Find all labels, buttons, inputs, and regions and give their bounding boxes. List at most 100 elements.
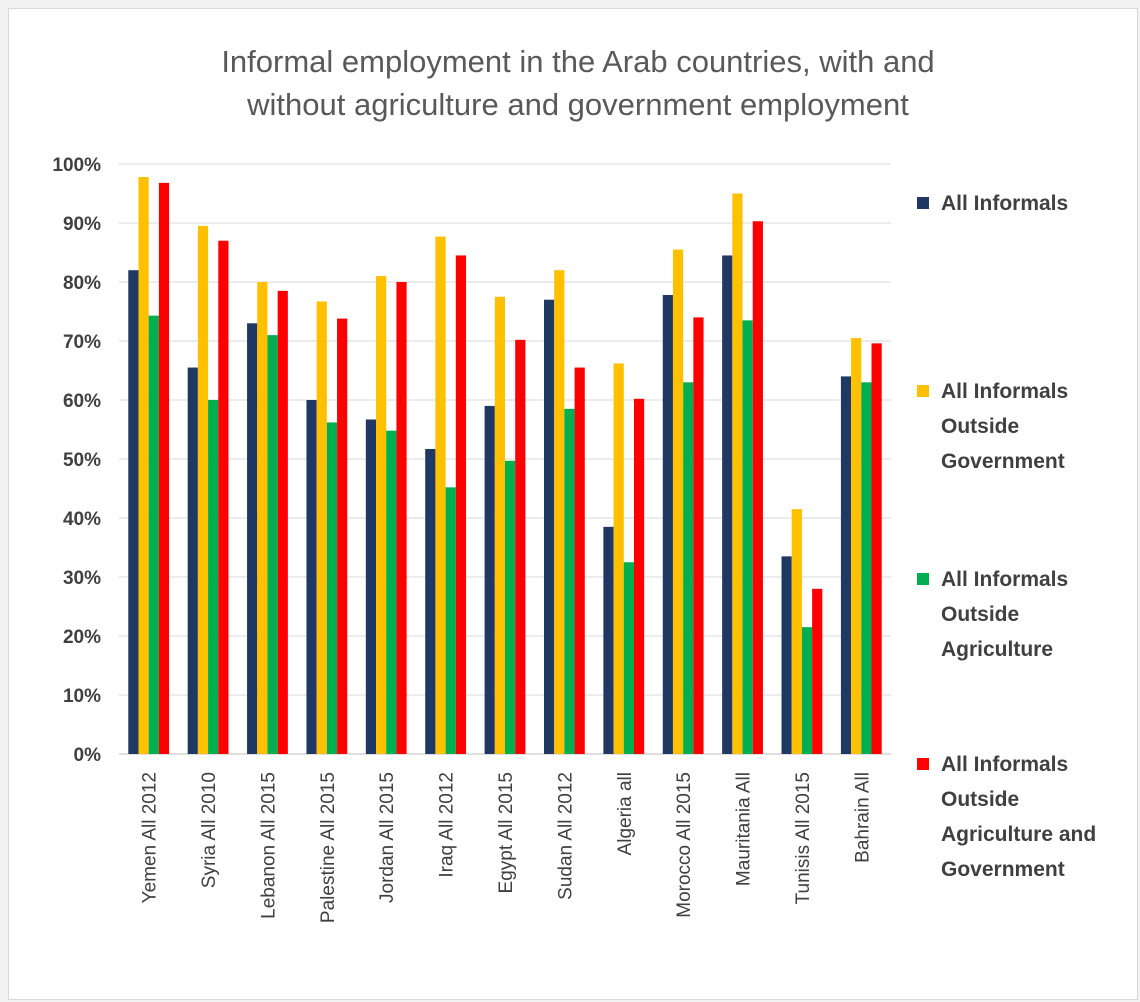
bar [603, 526, 614, 754]
x-tick-label: Tunisis All 2015 [793, 772, 814, 904]
bar [277, 290, 288, 754]
x-tick-label: Mauritania All [734, 772, 755, 886]
bar [752, 221, 763, 755]
legend-swatch [917, 197, 929, 209]
y-tick-label: 70% [63, 332, 101, 353]
x-tick-label: Algeria all [615, 772, 636, 855]
y-tick-label: 30% [63, 568, 101, 589]
x-tick-label: Jordan All 2015 [377, 772, 398, 903]
y-tick-label: 100% [52, 155, 101, 176]
bar [218, 240, 229, 754]
x-tick-label: Syria All 2010 [199, 772, 220, 888]
legend-label: Outside [941, 603, 1019, 626]
chart-frame: Informal employment in the Arab countrie… [8, 8, 1138, 1000]
bar [247, 323, 258, 754]
bar [554, 270, 565, 754]
bar [455, 255, 467, 754]
legend-label: Government [941, 450, 1065, 473]
bar [326, 422, 338, 754]
bar [840, 376, 852, 754]
legend-label: All Informals [941, 192, 1068, 215]
legend-label: Government [941, 858, 1065, 881]
bar [781, 556, 792, 754]
x-tick-label: Morocco All 2015 [674, 772, 695, 918]
bar [484, 405, 495, 754]
legend-item: All Informals Outside Government [917, 380, 1068, 473]
bar [376, 276, 387, 754]
legend-swatch [917, 758, 929, 770]
bar [386, 430, 397, 754]
legend-swatch [917, 573, 929, 585]
bar [445, 487, 456, 754]
chart-title-line-2: without agriculture and government emplo… [246, 87, 909, 122]
legend-label: Agriculture [941, 638, 1053, 661]
x-tick-label: Egypt All 2015 [496, 772, 517, 893]
bar [623, 562, 634, 754]
bar [564, 408, 575, 754]
bar [396, 282, 407, 754]
x-tick-label: Palestine All 2015 [318, 772, 339, 923]
bar [791, 509, 802, 754]
y-tick-label: 50% [63, 450, 101, 471]
y-tick-label: 80% [63, 273, 101, 294]
bar [662, 294, 673, 754]
bar [197, 225, 209, 754]
bar [543, 299, 555, 754]
bars [128, 176, 882, 755]
y-axis: 0% 10% 20% 30% 40% 50% 60% 70% 80% 90% 100% [52, 155, 101, 766]
legend-item: All Informals Outside Agriculture and Gover… [917, 753, 1096, 881]
legend-label: All Informals [941, 380, 1068, 403]
bar [337, 318, 348, 754]
legend-item: All Informals Outside Agriculture [917, 568, 1068, 661]
bar [871, 343, 882, 754]
y-tick-label: 20% [63, 627, 101, 648]
y-tick-label: 40% [63, 509, 101, 530]
legend-item: All Informals [917, 192, 1068, 215]
bar [138, 176, 149, 755]
bar [812, 588, 823, 754]
bar [801, 627, 813, 754]
x-tick-label: Lebanon All 2015 [259, 772, 280, 919]
x-tick-label: Yemen All 2012 [140, 772, 161, 903]
x-tick-label: Iraq All 2012 [437, 772, 458, 878]
bar [425, 448, 436, 754]
legend-label: All Informals [941, 568, 1068, 591]
bar [505, 460, 516, 754]
bar [693, 317, 704, 754]
legend-label: Agriculture and [941, 823, 1096, 846]
bar [208, 400, 219, 754]
bar [187, 367, 198, 754]
bar [574, 367, 585, 754]
x-tick-label: Sudan All 2012 [555, 772, 576, 900]
y-tick-label: 10% [63, 686, 101, 707]
bar [732, 193, 743, 754]
bar [613, 363, 624, 754]
bar [683, 382, 694, 754]
bar [742, 320, 753, 754]
y-tick-label: 90% [63, 214, 101, 235]
legend-swatch [917, 385, 929, 397]
informal-employment-chart: Informal employment in the Arab countrie… [52, 44, 1096, 923]
bar [148, 315, 159, 754]
bar [435, 236, 446, 754]
legend-label: All Informals [941, 753, 1068, 776]
legend: All Informals All Informals Outside Governm… [917, 192, 1096, 881]
bar [257, 282, 268, 754]
bar [633, 398, 645, 754]
bar [316, 301, 327, 754]
bar [851, 338, 862, 754]
legend-label: Outside [941, 788, 1019, 811]
legend-label: Outside [941, 415, 1019, 438]
bar [722, 255, 733, 754]
bar [515, 339, 526, 754]
y-tick-label: 60% [63, 391, 101, 412]
x-tick-label: Bahrain All [852, 772, 873, 863]
bar [494, 296, 505, 754]
bar [267, 335, 278, 754]
bar [365, 419, 377, 754]
bar [158, 182, 170, 754]
bar [672, 249, 684, 755]
y-tick-label: 0% [74, 745, 102, 766]
bar [861, 382, 872, 754]
x-axis: Yemen All 2012 Syria All 2010 Lebanon All … [140, 772, 874, 923]
